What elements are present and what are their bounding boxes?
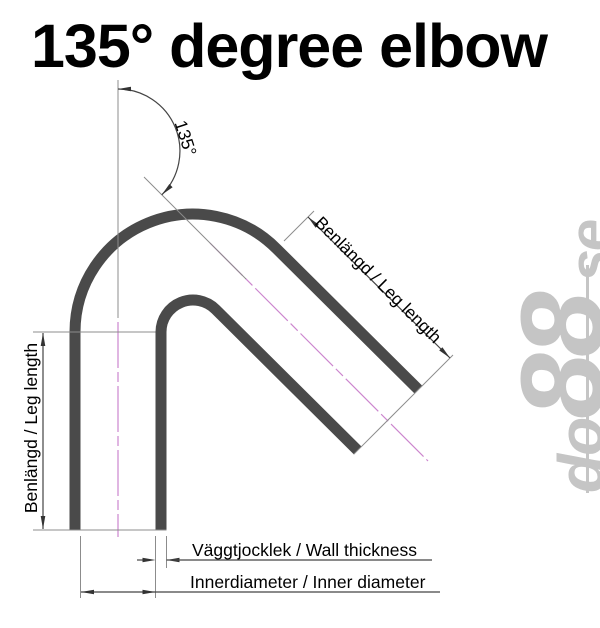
leg-diag-arrow-end: [439, 347, 450, 358]
wall-thickness-label: Väggtjocklek / Wall thickness: [192, 540, 417, 560]
pipe-outer-wall: [69, 208, 423, 530]
watermark-se: .se: [558, 220, 600, 296]
watermark-logo: do 88 .se: [495, 165, 600, 505]
angle-arc-arrow-top: [118, 86, 131, 92]
angle-dimension: 135°: [117, 80, 247, 318]
watermark-88: 88: [497, 295, 600, 419]
id-arrow-right: [142, 589, 156, 595]
angle-arc-arrow-bottom: [161, 184, 173, 195]
leg-diag-label: Benlängd / Leg length: [311, 212, 446, 347]
centerline-diagonal-leg: [209, 242, 429, 462]
inner-diameter-dimension: Innerdiameter / Inner diameter: [81, 572, 440, 595]
extension-lines: [33, 210, 454, 598]
angle-label: 135°: [171, 118, 201, 159]
pipe-inner-wall: [155, 294, 362, 530]
watermark-underline: [586, 265, 589, 493]
ext-diagonal-bend-start: [283, 210, 315, 242]
leg-diag-arrow-start: [308, 217, 319, 228]
wall-thickness-dimension: Väggtjocklek / Wall thickness: [137, 540, 432, 563]
inner-diameter-label: Innerdiameter / Inner diameter: [190, 572, 426, 592]
leg-left-arrow-down: [40, 516, 46, 529]
pipe-diagonal-end-face: [353, 354, 454, 455]
leg-diag-dim-line: [307, 216, 451, 359]
pipe-body: [69, 208, 423, 530]
leg-length-dimension-diagonal: Benlängd / Leg length: [307, 212, 451, 359]
leg-length-dimension-left: Benlängd / Leg length: [21, 333, 46, 529]
centerlines: [117, 242, 429, 537]
watermark-do: do: [545, 418, 600, 493]
angle-ref-line-diagonal: [143, 176, 247, 280]
angle-arc: [117, 88, 181, 196]
id-arrow-left: [81, 589, 94, 595]
page-title: 135° degree elbow: [31, 12, 548, 80]
leg-left-label: Benlängd / Leg length: [21, 343, 41, 513]
wall-arrow-left: [142, 557, 156, 563]
leg-left-arrow-up: [40, 333, 46, 346]
